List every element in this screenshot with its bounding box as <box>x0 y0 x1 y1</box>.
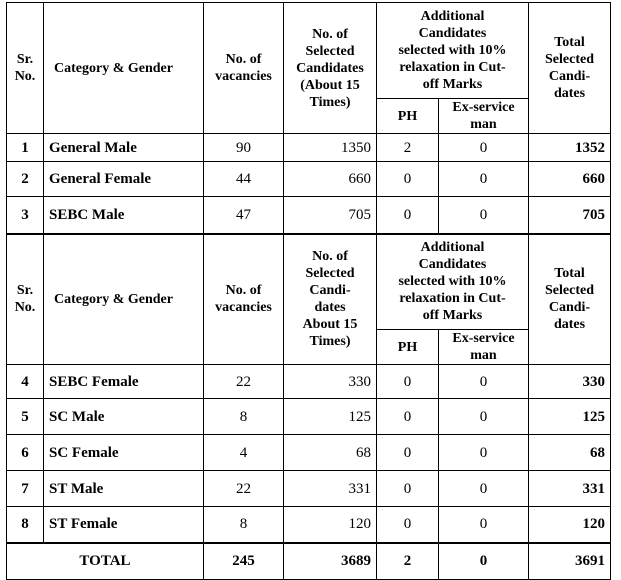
vacancies: 22 <box>203 470 284 507</box>
total-selected: 125 <box>528 398 611 435</box>
total-selected: 330 <box>528 364 611 399</box>
ph: 0 <box>376 434 439 471</box>
ex-service: 0 <box>438 506 529 543</box>
header-ex-service: Ex-service man <box>438 329 529 365</box>
header-vacancies: No. of vacancies <box>203 2 284 134</box>
selected: 125 <box>283 398 377 435</box>
ph: 0 <box>376 196 439 234</box>
table-row: 1 General Male 90 1350 2 0 1352 <box>6 133 611 162</box>
selected: 68 <box>283 434 377 471</box>
ex-service: 0 <box>438 133 529 162</box>
ph: 0 <box>376 161 439 197</box>
category: SEBC Female <box>43 364 204 399</box>
vacancies: 4 <box>203 434 284 471</box>
sr-no: 7 <box>6 470 44 507</box>
header-ex-service: Ex-service man <box>438 98 529 134</box>
selected: 660 <box>283 161 377 197</box>
vacancies: 90 <box>203 133 284 162</box>
sr-no: 8 <box>6 506 44 543</box>
ex-service: 0 <box>438 364 529 399</box>
table-row: TOTAL 245 3689 2 0 3691 <box>6 541 611 580</box>
selected: 705 <box>283 196 377 234</box>
total-selected: 1352 <box>528 133 611 162</box>
sr-no: 4 <box>6 364 44 399</box>
selected: 331 <box>283 470 377 507</box>
selected: 330 <box>283 364 377 399</box>
header-ph: PH <box>376 329 439 365</box>
table-row: 2 General Female 44 660 0 0 660 <box>6 161 611 197</box>
sr-no: 2 <box>6 161 44 197</box>
total-value: 3689 <box>283 541 377 580</box>
vacancies: 47 <box>203 196 284 234</box>
header-additional: Additional Candidates selected with 10% … <box>376 232 529 330</box>
header-category: Category & Gender <box>43 232 204 365</box>
ex-service: 0 <box>438 470 529 507</box>
ph: 2 <box>376 133 439 162</box>
header-sr: Sr. No. <box>6 232 44 365</box>
header-total: Total Selected Candi- dates <box>528 232 611 365</box>
total-selected: 660 <box>528 161 611 197</box>
header-vacancies: No. of vacancies <box>203 232 284 365</box>
total-value: 245 <box>203 541 284 580</box>
ex-service: 0 <box>438 196 529 234</box>
ex-service: 0 <box>438 398 529 435</box>
sr-no: 5 <box>6 398 44 435</box>
category: ST Female <box>43 506 204 543</box>
ph: 0 <box>376 506 439 543</box>
selected: 120 <box>283 506 377 543</box>
ph: 0 <box>376 364 439 399</box>
header-selected: No. of Selected Candi- dates About 15 Ti… <box>283 232 377 365</box>
vacancies: 22 <box>203 364 284 399</box>
total-label: TOTAL <box>6 541 204 580</box>
table-row: Sr. No. Category & Gender No. of vacancies… <box>6 2 611 134</box>
total-selected: 331 <box>528 470 611 507</box>
total-selected: 68 <box>528 434 611 471</box>
table-row: PH Ex-service man <box>7 329 611 365</box>
table-row: 4 SEBC Female 22 330 0 0 330 <box>6 364 611 399</box>
table-row: Sr. No. Category & Gender No. of vacancies… <box>6 232 611 365</box>
header-ph: PH <box>376 98 439 134</box>
header-additional: Additional Candidates selected with 10% … <box>376 2 529 99</box>
table-row: 6 SC Female 4 68 0 0 68 <box>6 434 611 471</box>
ph: 0 <box>376 470 439 507</box>
category: SC Female <box>43 434 204 471</box>
total-value: 0 <box>438 541 529 580</box>
table-row: 7 ST Male 22 331 0 0 331 <box>6 470 611 507</box>
total-value: 3691 <box>528 541 611 580</box>
header-selected: No. of Selected Candidates (About 15 Tim… <box>283 2 377 134</box>
ph: 0 <box>376 398 439 435</box>
vacancies: 44 <box>203 161 284 197</box>
ex-service: 0 <box>438 161 529 197</box>
sr-no: 1 <box>6 133 44 162</box>
category: SC Male <box>43 398 204 435</box>
total-value: 2 <box>376 541 439 580</box>
vacancies: 8 <box>203 506 284 543</box>
total-selected: 705 <box>528 196 611 234</box>
header-total: Total Selected Candi- dates <box>528 2 611 134</box>
category: SEBC Male <box>43 196 204 234</box>
header-category: Category & Gender <box>43 2 204 134</box>
results-table: Sr. No. Category & Gender No. of vacancies… <box>6 2 611 580</box>
category: General Female <box>43 161 204 197</box>
table-row: 8 ST Female 8 120 0 0 120 <box>6 506 611 543</box>
vacancies: 8 <box>203 398 284 435</box>
ex-service: 0 <box>438 434 529 471</box>
selected: 1350 <box>283 133 377 162</box>
table-row: PH Ex-service man <box>7 98 611 134</box>
table-row: 3 SEBC Male 47 705 0 0 705 <box>6 196 611 234</box>
category: ST Male <box>43 470 204 507</box>
table-row: 5 SC Male 8 125 0 0 125 <box>6 398 611 435</box>
sr-no: 6 <box>6 434 44 471</box>
header-sr: Sr. No. <box>6 2 44 134</box>
category: General Male <box>43 133 204 162</box>
total-selected: 120 <box>528 506 611 543</box>
sr-no: 3 <box>6 196 44 234</box>
